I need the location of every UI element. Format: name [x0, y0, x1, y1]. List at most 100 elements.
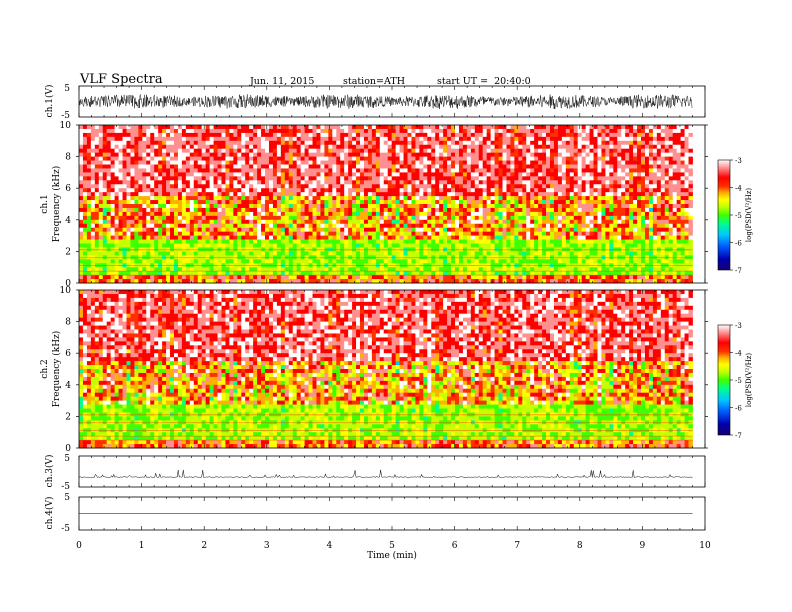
- spectrogram-cell: [288, 251, 294, 256]
- spectrogram-cell: [233, 196, 238, 201]
- spectrogram-cell: [106, 219, 112, 225]
- spectrogram-cell: [458, 231, 464, 236]
- spectrogram-cell: [419, 227, 424, 233]
- spectrogram-cell: [284, 215, 290, 221]
- spectrogram-cell: [419, 140, 424, 146]
- spectrogram-cell: [257, 251, 262, 256]
- spectrogram-cell: [549, 219, 555, 225]
- spectrogram-cell: [142, 192, 147, 197]
- spectrogram-cell: [494, 275, 499, 280]
- spectrogram-cell: [162, 231, 167, 236]
- spectrogram-cell: [221, 192, 226, 197]
- spectrogram-cell: [443, 231, 448, 236]
- spectrogram-cell: [367, 271, 373, 276]
- spectrogram-cell: [530, 275, 535, 280]
- spectrogram-cell: [106, 152, 112, 157]
- spectrogram-cell: [557, 239, 563, 244]
- spectrogram-cell: [332, 271, 337, 276]
- spectrogram-cell: [320, 267, 325, 272]
- spectrogram-cell: [470, 148, 476, 154]
- spectrogram-cell: [237, 128, 242, 134]
- spectrogram-cell: [170, 251, 175, 256]
- spectrogram-cell: [173, 235, 179, 240]
- spectrogram-cell: [470, 160, 476, 165]
- spectrogram-cell: [423, 204, 428, 209]
- spectrogram-cell: [94, 140, 100, 146]
- spectrogram-cell: [383, 223, 389, 229]
- spectrogram-cell: [478, 144, 484, 150]
- spectrogram-cell: [205, 211, 211, 217]
- spectrogram-cell: [296, 200, 302, 205]
- spectrogram-cell: [158, 259, 163, 264]
- spectrogram-cell: [510, 192, 515, 197]
- spectrogram-cell: [130, 239, 135, 244]
- spectrogram-cell: [272, 140, 278, 146]
- spectrogram-cell: [371, 180, 377, 185]
- spectrogram-cell: [245, 259, 250, 264]
- spectrogram-cell: [158, 279, 163, 284]
- spectrogram-cell: [506, 144, 511, 150]
- spectrogram-cell: [423, 211, 428, 217]
- spectrogram-cell: [470, 279, 476, 284]
- spectrogram-cell: [79, 172, 84, 177]
- spectrogram-cell: [498, 219, 503, 225]
- spectrogram-cell: [201, 128, 207, 134]
- spectrogram-cell: [565, 267, 571, 272]
- spectrogram-cell: [371, 207, 377, 213]
- spectrogram-cell: [340, 207, 345, 213]
- spectrogram-cell: [371, 156, 377, 161]
- spectrogram-cell: [455, 196, 460, 201]
- spectrogram-cell: [415, 271, 420, 276]
- spectrogram-cell: [526, 164, 531, 169]
- spectrogram-cell: [557, 192, 563, 197]
- spectrogram-cell: [502, 152, 507, 157]
- spectrogram-cell: [122, 235, 127, 240]
- spectrogram-cell: [237, 192, 242, 197]
- spectrogram-cell: [348, 251, 353, 256]
- spectrogram-cell: [391, 180, 397, 185]
- spectrogram-cell: [415, 267, 420, 272]
- spectrogram-cell: [431, 215, 436, 221]
- spectrogram-cell: [534, 168, 539, 173]
- spectrogram-cell: [522, 172, 527, 177]
- spectrogram-cell: [158, 176, 163, 181]
- spectrogram-cell: [387, 196, 393, 201]
- spectrogram-cell: [486, 215, 492, 221]
- spectrogram-cell: [498, 192, 503, 197]
- spectrogram-cell: [292, 267, 298, 272]
- spectrogram-cell: [146, 200, 151, 205]
- spectrogram-cell: [296, 239, 302, 244]
- spectrogram-cell: [280, 271, 286, 276]
- spectrogram-cell: [498, 148, 503, 154]
- spectrogram-cell: [90, 215, 96, 221]
- spectrogram-cell: [340, 192, 345, 197]
- spectrogram-cell: [185, 227, 191, 233]
- spectrogram-cell: [506, 180, 511, 185]
- spectrogram-cell: [102, 271, 108, 276]
- spectrogram-cell: [292, 200, 298, 205]
- spectrogram-cell: [324, 128, 329, 134]
- spectrogram-cell: [118, 140, 123, 146]
- spectrogram-cell: [110, 259, 116, 264]
- spectrogram-cell: [312, 231, 317, 236]
- spectrogram-cell: [229, 168, 234, 173]
- spectrogram-cell: [415, 192, 420, 197]
- spectrogram-cell: [435, 180, 440, 185]
- spectrogram-cell: [494, 243, 499, 248]
- spectrogram-cell: [114, 148, 119, 154]
- spectrogram-cell: [98, 136, 104, 142]
- spectrogram-cell: [257, 184, 262, 189]
- spectrogram-cell: [340, 148, 345, 154]
- spectrogram-cell: [185, 219, 191, 225]
- spectrogram-cell: [288, 172, 294, 177]
- spectrogram-cell: [102, 132, 108, 138]
- spectrogram-cell: [379, 227, 385, 233]
- spectrogram-cell: [542, 136, 547, 142]
- spectrogram-cell: [546, 275, 551, 280]
- spectrogram-cell: [447, 275, 452, 280]
- spectrogram-cell: [225, 207, 230, 213]
- spectrogram-cell: [455, 243, 460, 248]
- spectrogram-cell: [272, 271, 278, 276]
- spectrogram-cell: [280, 128, 286, 134]
- spectrogram-cell: [431, 271, 436, 276]
